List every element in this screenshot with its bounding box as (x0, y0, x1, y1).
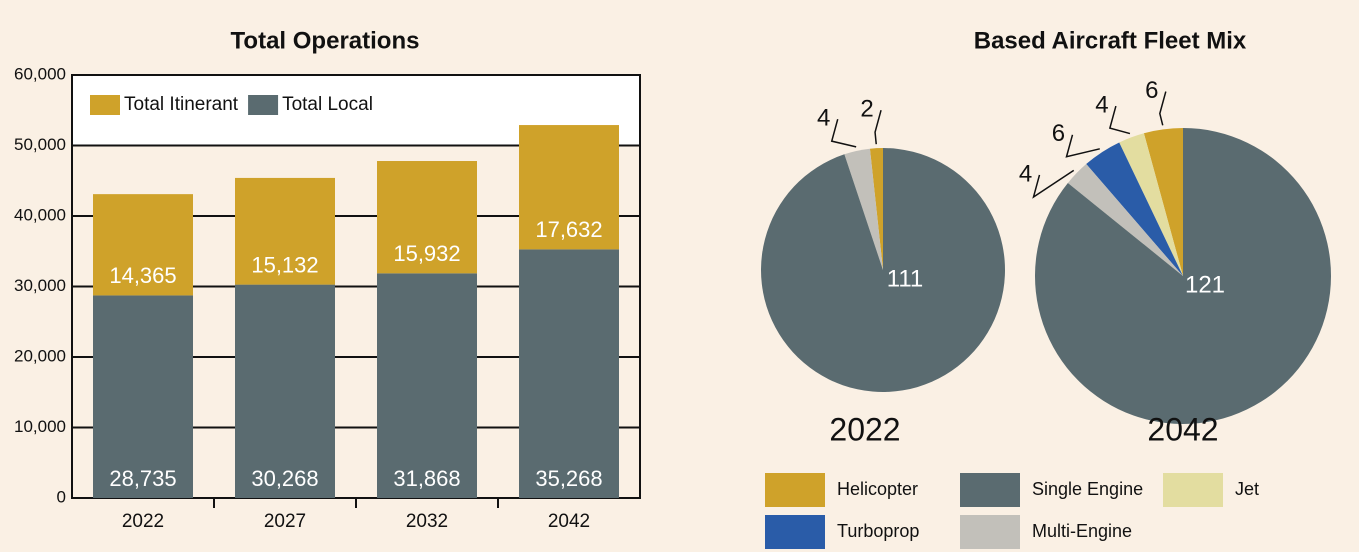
value-label: 15,132 (251, 252, 318, 277)
legend-label: Total Itinerant (124, 94, 239, 115)
value-label: 121 (1185, 271, 1225, 298)
y-tick-label: 50,000 (14, 135, 66, 154)
leader-line (830, 118, 857, 148)
bar-segment (519, 249, 619, 498)
value-label: 15,932 (393, 241, 460, 266)
leader-line (1108, 105, 1131, 135)
y-tick-label: 40,000 (14, 205, 66, 224)
bar-segment (377, 273, 477, 498)
value-label: 6 (1145, 77, 1158, 104)
pie-slice (1086, 142, 1183, 276)
value-label: 111 (887, 265, 923, 292)
bar-segment (93, 194, 193, 296)
bar-segment (235, 284, 335, 498)
value-label: 35,268 (535, 466, 602, 491)
legend-label: Helicopter (837, 479, 918, 499)
pie-slice (1143, 128, 1183, 276)
pie-slice (760, 148, 1005, 392)
x-tick-label: 2042 (548, 511, 590, 532)
value-label: 2 (860, 96, 873, 123)
legend-swatch (90, 95, 120, 115)
bar-segment (93, 295, 193, 498)
x-tick-label: 2022 (122, 511, 164, 532)
pie-slice (1034, 128, 1331, 425)
value-label: 28,735 (109, 466, 176, 491)
value-label: 17,632 (535, 217, 602, 242)
legend-swatch (960, 473, 1020, 507)
legend-swatch (248, 95, 279, 115)
bar-segment (235, 177, 335, 285)
legend-label: Turboprop (837, 521, 919, 541)
value-label: 4 (817, 105, 830, 132)
value-label: 4 (1095, 91, 1108, 118)
legend-swatch (765, 515, 825, 549)
leader-line (1065, 134, 1100, 158)
x-tick-label: 2032 (406, 511, 448, 532)
leader-line (1032, 169, 1075, 199)
legend-label: Multi-Engine (1032, 521, 1132, 541)
legend-label: Single Engine (1032, 479, 1143, 499)
legend-swatch (960, 515, 1020, 549)
pie-label: 2022 (829, 411, 900, 447)
legend-label: Jet (1235, 479, 1259, 499)
y-tick-label: 60,000 (14, 64, 66, 83)
x-tick-label: 2027 (264, 511, 306, 532)
value-label: 6 (1052, 120, 1065, 147)
y-tick-label: 30,000 (14, 276, 66, 295)
leader-line (1159, 91, 1167, 126)
legend-swatch (1163, 473, 1223, 507)
value-label: 30,268 (251, 466, 318, 491)
pie-slice (844, 148, 883, 270)
value-label: 14,365 (109, 263, 176, 288)
y-tick-label: 0 (57, 487, 66, 506)
bar-segment (377, 161, 477, 274)
legend-swatch (765, 473, 825, 507)
pie-slice (1067, 164, 1183, 276)
value-label: 31,868 (393, 466, 460, 491)
pie-slice (869, 148, 883, 270)
chart-title: Based Aircraft Fleet Mix (974, 27, 1247, 54)
value-label: 4 (1019, 160, 1032, 187)
bar-segment (519, 125, 619, 250)
chart-title: Total Operations (231, 27, 420, 54)
y-tick-label: 20,000 (14, 346, 66, 365)
leader-line (874, 110, 882, 145)
pie-slice (1119, 133, 1183, 276)
pie-label: 2042 (1147, 411, 1218, 447)
legend-label: Total Local (282, 94, 373, 115)
y-tick-label: 10,000 (14, 417, 66, 436)
